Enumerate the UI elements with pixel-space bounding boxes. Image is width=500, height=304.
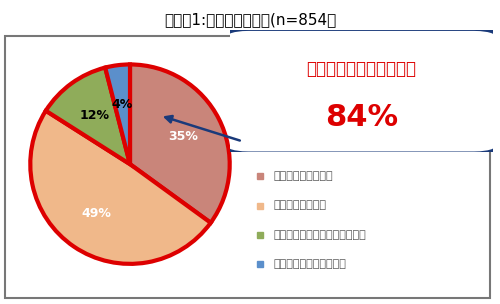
FancyBboxPatch shape [222, 29, 500, 153]
Text: 84%: 84% [324, 103, 398, 133]
Text: 疲労の蓄穏を感じている: 疲労の蓄穏を感じている [306, 60, 416, 78]
Text: あまり蓄穏していると思わない: あまり蓄穏していると思わない [274, 230, 367, 240]
Wedge shape [46, 67, 130, 164]
Wedge shape [105, 64, 130, 164]
Text: グラフ1:蓄穏疲労の実態(n=854）: グラフ1:蓄穏疲労の実態(n=854） [164, 12, 336, 27]
Text: やや蓄穏している: やや蓄穏している [274, 201, 327, 210]
Text: とても蓄穏している: とても蓄穏している [274, 171, 334, 181]
Text: 4%: 4% [112, 98, 133, 111]
Text: 12%: 12% [80, 109, 110, 122]
FancyBboxPatch shape [5, 36, 490, 298]
Wedge shape [30, 111, 210, 264]
Text: まったく蓄穏していない: まったく蓄穏していない [274, 259, 347, 269]
Wedge shape [130, 64, 230, 223]
Text: 35%: 35% [168, 130, 198, 143]
Text: 49%: 49% [82, 207, 112, 220]
